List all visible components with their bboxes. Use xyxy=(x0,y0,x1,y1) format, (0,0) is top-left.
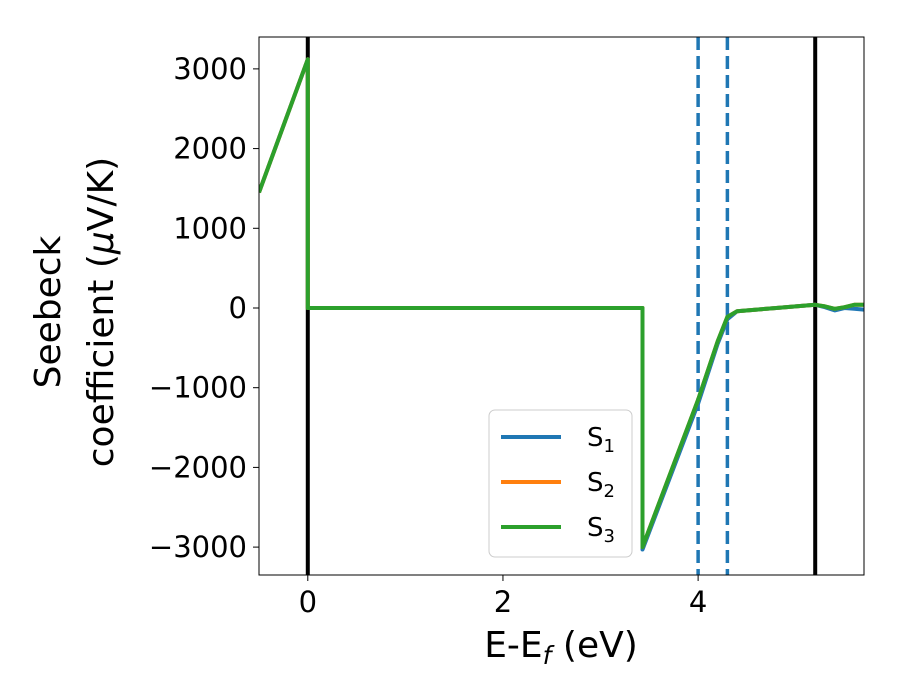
legend: S1 S2 S3 xyxy=(488,409,633,558)
x-tick-label: 2 xyxy=(494,585,512,619)
legend-label-3: S3 xyxy=(587,513,615,547)
y-axis-title-line1: Seebeck xyxy=(28,235,69,388)
y-tick-label: 2000 xyxy=(173,132,247,166)
y-axis-title-line2: coefficient (μV/K) xyxy=(81,157,122,467)
series-layer xyxy=(259,57,864,552)
y-tick-label: 0 xyxy=(229,291,247,325)
x-axis: 0 2 4 xyxy=(299,575,707,619)
y-tick-label: 3000 xyxy=(173,52,247,86)
y-axis: 3000 2000 1000 0 −1000 −2000 −3000 xyxy=(149,52,259,564)
x-tick-label: 0 xyxy=(299,585,317,619)
legend-label-2: S2 xyxy=(587,468,615,502)
y-tick-label: −2000 xyxy=(149,450,247,484)
y-tick-label: −3000 xyxy=(149,530,247,564)
x-axis-title: E-Ef (eV) xyxy=(484,625,638,670)
x-tick-label: 4 xyxy=(689,585,707,619)
plot-frame xyxy=(258,36,865,576)
y-tick-label: −1000 xyxy=(149,371,247,405)
y-tick-label: 1000 xyxy=(173,211,247,245)
series-line-3 xyxy=(259,57,864,550)
legend-label-1: S1 xyxy=(587,423,615,457)
